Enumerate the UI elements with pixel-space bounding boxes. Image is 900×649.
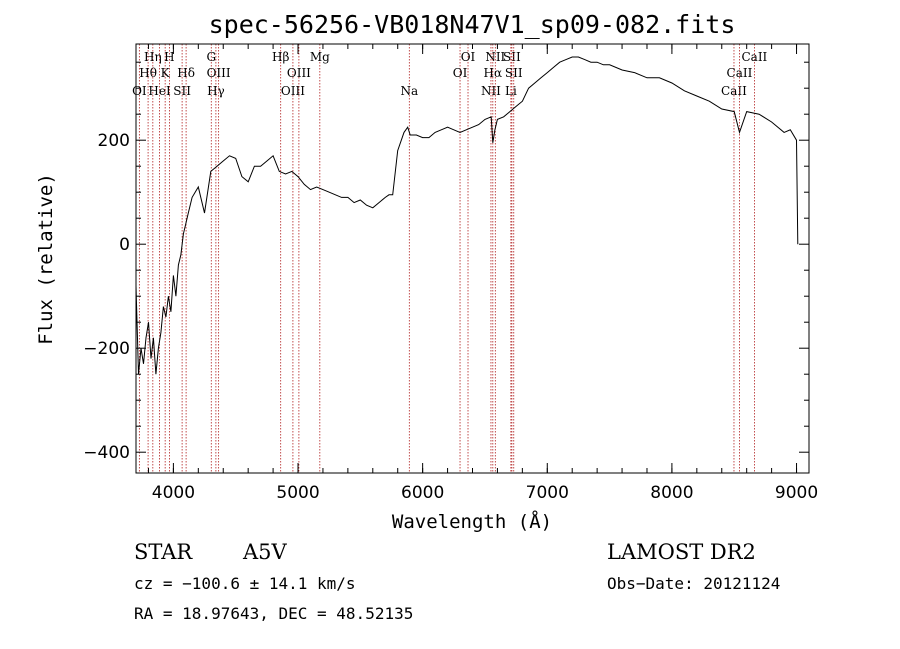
line-label: Hθ [139, 66, 157, 80]
line-label: OI [453, 66, 468, 80]
line-label: OI [132, 84, 147, 98]
line-label: SII [173, 84, 191, 98]
line-label: NII [485, 50, 505, 64]
line-label: Mg [310, 50, 330, 64]
y-tick-label: 200 [98, 131, 130, 151]
line-label: CaII [721, 84, 747, 98]
line-label: Hη [144, 50, 162, 64]
observation-date: Obs−Date: 20121124 [607, 574, 780, 593]
spectrum-line [135, 56, 799, 375]
line-label: G [206, 50, 216, 64]
line-label: SII [505, 66, 523, 80]
line-label: OIII [281, 84, 305, 98]
line-label: HeI [148, 84, 171, 98]
x-tick-label: 5000 [276, 483, 319, 503]
line-label: Li [505, 84, 517, 98]
x-tick-label: 4000 [152, 483, 195, 503]
survey-name: LAMOST DR2 [607, 540, 756, 564]
x-tick-label: 9000 [775, 483, 818, 503]
line-label: OIII [207, 66, 231, 80]
line-label: K [161, 66, 171, 80]
y-axis: −400 −200 0 200 [83, 61, 809, 463]
y-axis-label: Flux (relative) [35, 173, 57, 345]
line-label: CaII [741, 50, 767, 64]
redshift-value: cz = −100.6 ± 14.1 km/s [134, 574, 356, 593]
spectral-line-markers: OI Hη Hθ HeI KH SII Hδ G OIII Hγ Hβ OIII OIII Mg Na OI O… [132, 44, 768, 473]
line-label: H [164, 50, 174, 64]
chart-title: spec-56256-VB018N47V1_sp09-082.fits [209, 10, 736, 39]
line-label: Na [400, 84, 418, 98]
line-label: OIII [287, 66, 311, 80]
y-tick-label: −400 [83, 443, 130, 463]
line-label: CaII [727, 66, 753, 80]
plot-frame [135, 43, 810, 474]
line-label: SII [503, 50, 521, 64]
x-tick-label: 7000 [526, 483, 569, 503]
object-subclass: A5V [242, 540, 288, 564]
line-label: NII [481, 84, 501, 98]
line-label: Hβ [272, 50, 289, 64]
line-label: OI [461, 50, 476, 64]
object-class: STAR [134, 540, 193, 564]
coordinates: RA = 18.97643, DEC = 48.52135 [134, 604, 413, 623]
line-label: Hδ [177, 66, 195, 80]
x-tick-label: 8000 [650, 483, 693, 503]
x-axis: 4000 5000 6000 7000 8000 9000 [147, 44, 818, 503]
x-tick-label: 6000 [401, 483, 444, 503]
line-label: Hγ [207, 84, 225, 98]
line-label: Hα [484, 66, 503, 80]
y-tick-label: 0 [119, 235, 130, 255]
y-tick-label: −200 [83, 339, 130, 359]
x-axis-label: Wavelength (Å) [392, 510, 552, 533]
